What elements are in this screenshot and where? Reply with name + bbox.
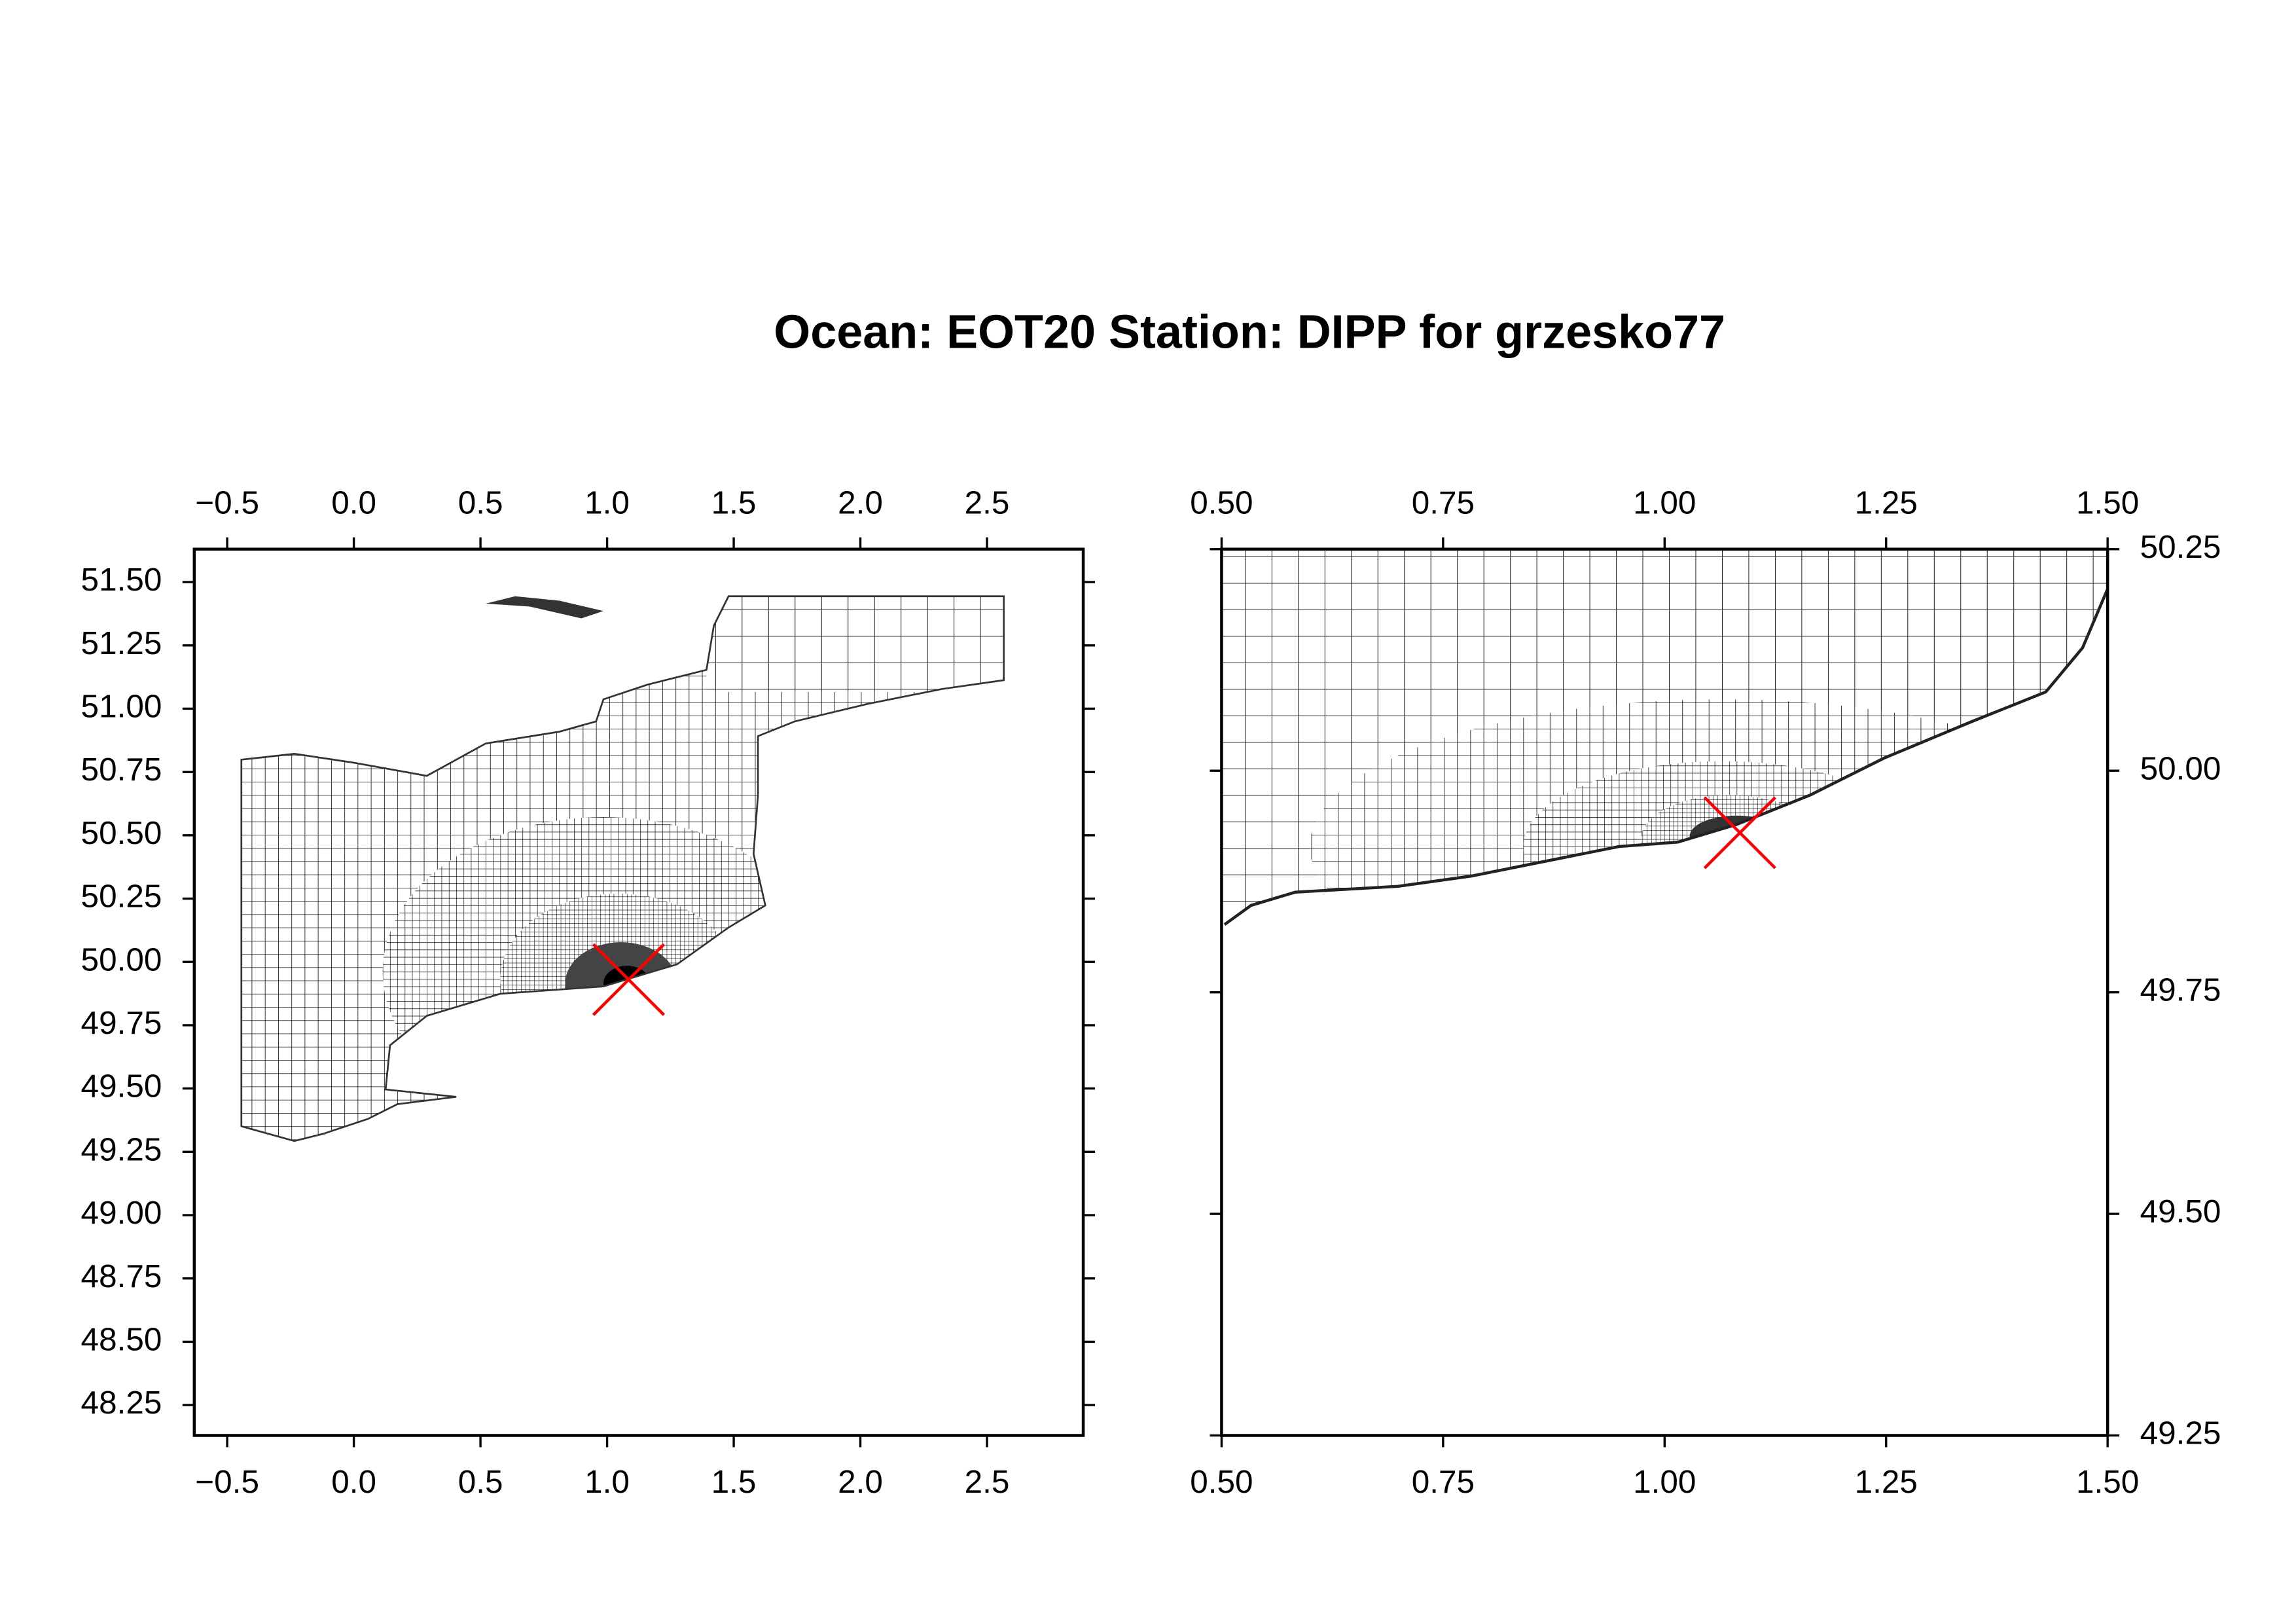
y-tick-label: 49.00	[81, 1195, 162, 1231]
x-tick-label: 1.50	[2076, 1464, 2139, 1500]
y-tick-label: 48.25	[81, 1385, 162, 1421]
x-tick-label: 2.5	[965, 484, 1010, 520]
y-tick-label: 48.50	[81, 1321, 162, 1357]
x-tick-label: 0.0	[331, 484, 376, 520]
coastline	[240, 595, 1005, 1142]
x-tick-label: 2.5	[965, 1464, 1010, 1500]
y-tick-label: 49.50	[81, 1068, 162, 1104]
y-tick-label: 50.25	[81, 879, 162, 915]
station-cross	[1703, 796, 1776, 869]
mesh	[1221, 549, 2108, 925]
y-tick-label: 51.25	[81, 625, 162, 661]
y-tick-label: 51.50	[81, 562, 162, 598]
x-tick-label: 1.50	[2076, 484, 2139, 520]
x-tick-label: −0.5	[195, 484, 259, 520]
y-tick-label: 50.25	[2140, 529, 2221, 565]
x-tick-label: 0.5	[458, 1464, 503, 1500]
y-tick-label: 49.25	[2140, 1415, 2221, 1451]
chart-title: Ocean: EOT20 Station: DIPP for grzesko77	[774, 306, 1725, 359]
x-tick-label: 1.25	[1855, 1464, 1918, 1500]
mesh	[241, 596, 1004, 1141]
coastline	[1223, 588, 2109, 926]
map-frame	[192, 547, 1085, 1437]
y-tick-label: 50.00	[81, 941, 162, 977]
y-tick-label: 49.75	[2140, 972, 2221, 1008]
x-tick-label: 2.0	[838, 1464, 883, 1500]
x-tick-label: 1.5	[711, 484, 757, 520]
station-marker	[1703, 796, 1776, 869]
coastline	[486, 596, 603, 619]
x-tick-label: 1.5	[711, 1464, 757, 1500]
y-tick-label: 49.75	[81, 1005, 162, 1041]
x-tick-label: 1.0	[584, 484, 630, 520]
y-tick-label: 50.00	[2140, 750, 2221, 786]
station-cross	[592, 943, 666, 1016]
station-marker	[592, 943, 666, 1016]
x-tick-label: 1.00	[1633, 484, 1696, 520]
x-tick-label: 0.50	[1190, 484, 1253, 520]
x-tick-label: 0.0	[331, 1464, 376, 1500]
x-tick-label: 0.50	[1190, 1464, 1253, 1500]
y-tick-label: 50.50	[81, 815, 162, 851]
y-tick-label: 49.50	[2140, 1194, 2221, 1230]
y-tick-label: 50.75	[81, 752, 162, 788]
x-tick-label: 0.5	[458, 484, 503, 520]
y-tick-label: 48.75	[81, 1258, 162, 1294]
x-tick-label: −0.5	[195, 1464, 259, 1500]
x-tick-label: 0.75	[1412, 484, 1475, 520]
x-tick-label: 2.0	[838, 484, 883, 520]
x-tick-label: 1.0	[584, 1464, 630, 1500]
y-tick-label: 51.00	[81, 689, 162, 725]
x-tick-label: 1.00	[1633, 1464, 1696, 1500]
x-tick-label: 0.75	[1412, 1464, 1475, 1500]
y-tick-label: 49.25	[81, 1131, 162, 1167]
x-tick-label: 1.25	[1855, 484, 1918, 520]
